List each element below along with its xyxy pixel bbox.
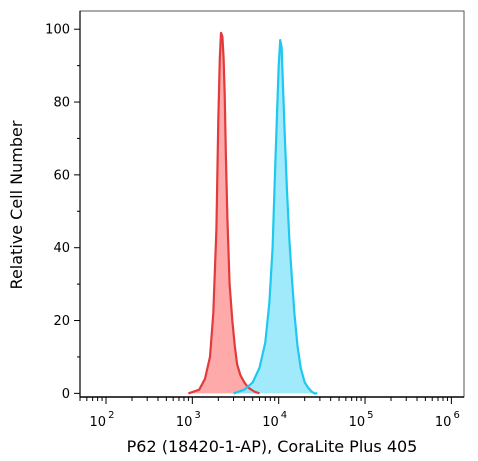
y-tick-label: 80	[53, 96, 70, 111]
y-tick-label: 40	[53, 241, 70, 256]
y-axis-label: Relative Cell Number	[7, 120, 26, 289]
series-1-line	[188, 31, 260, 395]
series-1-area	[188, 32, 260, 394]
y-tick-label: 60	[53, 168, 70, 183]
x-axis-label: P62 (18420-1-AP), CoraLite Plus 405	[127, 437, 418, 456]
ticks-layer: 0 20 40 60 80 100 10 2 10 3 10 4 10 5 10 6	[45, 23, 460, 430]
x-tick-label: 10 4	[262, 410, 287, 430]
axes-layer	[79, 10, 465, 398]
series-2-area	[233, 40, 318, 394]
x-tick-label: 10 2	[90, 410, 115, 430]
series-layer	[188, 31, 318, 395]
y-tick-label: 20	[53, 314, 70, 329]
x-tick-label: 10 5	[349, 410, 374, 430]
series-2-line	[233, 39, 318, 395]
x-tick-label: 10 6	[435, 410, 460, 430]
y-tick-label: 100	[45, 23, 70, 38]
x-tick-label: 10 3	[176, 410, 201, 430]
y-tick-label: 0	[62, 387, 70, 402]
